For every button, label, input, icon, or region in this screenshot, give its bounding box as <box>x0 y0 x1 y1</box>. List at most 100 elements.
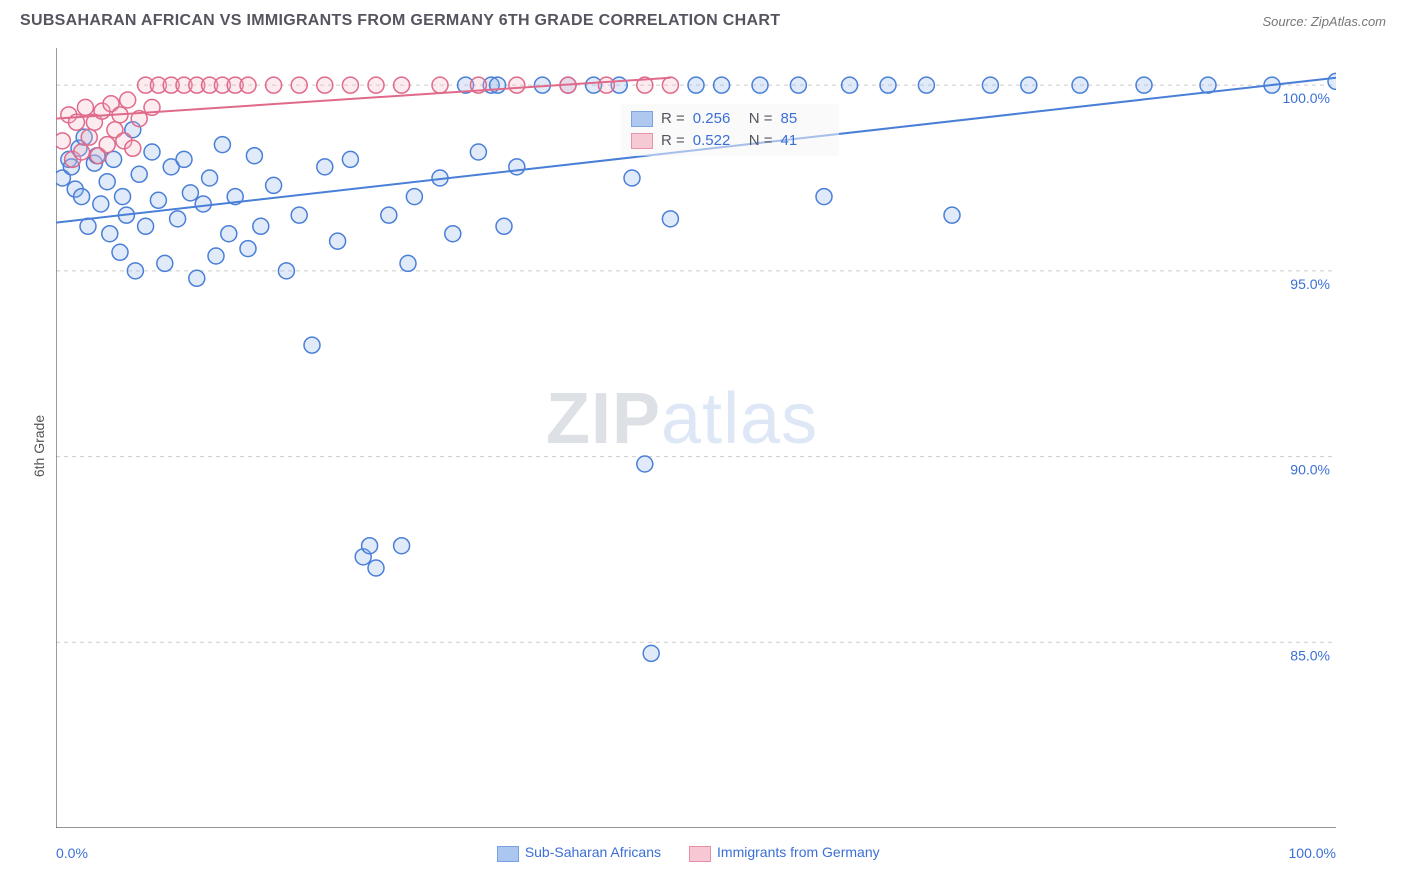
y-tick-label: 95.0% <box>1290 276 1330 292</box>
data-point-subsaharan <box>106 151 122 167</box>
data-point-subsaharan <box>246 148 262 164</box>
legend-swatch-icon <box>497 846 519 862</box>
stats-swatch-icon <box>631 133 653 149</box>
data-point-subsaharan <box>944 207 960 223</box>
stats-row-germany: R = 0.522 N = 41 <box>631 130 829 152</box>
data-point-subsaharan <box>80 218 96 234</box>
data-point-subsaharan <box>253 218 269 234</box>
data-point-subsaharan <box>157 255 173 271</box>
chart-footer: 0.0% Sub-Saharan Africans Immigrants from… <box>56 838 1336 868</box>
data-point-subsaharan <box>400 255 416 271</box>
plot-area: 85.0%90.0%95.0%100.0% ZIPatlas R =0.256N… <box>56 48 1336 828</box>
x-axis-max-label: 100.0% <box>1289 845 1336 861</box>
data-point-subsaharan <box>1072 77 1088 93</box>
data-point-germany <box>342 77 358 93</box>
data-point-germany <box>432 77 448 93</box>
data-point-germany <box>509 77 525 93</box>
data-point-subsaharan <box>208 248 224 264</box>
data-point-subsaharan <box>752 77 768 93</box>
data-point-subsaharan <box>1136 77 1152 93</box>
data-point-germany <box>99 137 115 153</box>
data-point-subsaharan <box>368 560 384 576</box>
data-point-subsaharan <box>624 170 640 186</box>
data-point-subsaharan <box>1328 73 1336 89</box>
data-point-subsaharan <box>127 263 143 279</box>
y-tick-label: 90.0% <box>1290 462 1330 478</box>
data-point-germany <box>74 144 90 160</box>
data-point-subsaharan <box>182 185 198 201</box>
data-point-germany <box>291 77 307 93</box>
chart-header: SUBSAHARAN AFRICAN VS IMMIGRANTS FROM GE… <box>20 12 1386 40</box>
data-point-subsaharan <box>93 196 109 212</box>
y-tick-label: 85.0% <box>1290 647 1330 663</box>
data-point-subsaharan <box>816 189 832 205</box>
legend: Sub-Saharan Africans Immigrants from Germ… <box>497 844 880 861</box>
data-point-subsaharan <box>195 196 211 212</box>
stats-r-value: 0.256 <box>693 108 741 130</box>
data-point-subsaharan <box>170 211 186 227</box>
data-point-germany <box>598 77 614 93</box>
data-point-subsaharan <box>496 218 512 234</box>
data-point-subsaharan <box>714 77 730 93</box>
data-point-subsaharan <box>982 77 998 93</box>
data-point-subsaharan <box>662 211 678 227</box>
data-point-subsaharan <box>1021 77 1037 93</box>
data-point-subsaharan <box>342 151 358 167</box>
data-point-subsaharan <box>509 159 525 175</box>
data-point-germany <box>368 77 384 93</box>
data-point-subsaharan <box>643 645 659 661</box>
data-point-germany <box>81 129 97 145</box>
data-point-subsaharan <box>266 177 282 193</box>
data-point-germany <box>317 77 333 93</box>
legend-label: Sub-Saharan Africans <box>525 844 661 860</box>
legend-item-germany: Immigrants from Germany <box>689 844 880 861</box>
data-point-subsaharan <box>202 170 218 186</box>
y-tick-label: 100.0% <box>1283 90 1330 106</box>
data-point-germany <box>125 140 141 156</box>
data-point-subsaharan <box>221 226 237 242</box>
data-point-subsaharan <box>362 538 378 554</box>
data-point-subsaharan <box>112 244 128 260</box>
data-point-germany <box>240 77 256 93</box>
data-point-subsaharan <box>214 137 230 153</box>
data-point-subsaharan <box>150 192 166 208</box>
data-point-subsaharan <box>304 337 320 353</box>
stats-n-value: 85 <box>781 108 829 130</box>
chart-source: Source: ZipAtlas.com <box>1262 14 1386 29</box>
data-point-germany <box>77 99 93 115</box>
chart-title: SUBSAHARAN AFRICAN VS IMMIGRANTS FROM GE… <box>20 12 780 29</box>
data-point-subsaharan <box>189 270 205 286</box>
y-axis-label: 6th Grade <box>31 415 47 477</box>
data-point-subsaharan <box>176 151 192 167</box>
stats-r-label: R = <box>661 108 685 130</box>
data-point-subsaharan <box>918 77 934 93</box>
data-point-subsaharan <box>688 77 704 93</box>
x-axis-min-label: 0.0% <box>56 845 88 861</box>
data-point-germany <box>266 77 282 93</box>
data-point-subsaharan <box>406 189 422 205</box>
data-point-subsaharan <box>880 77 896 93</box>
stats-row-subsaharan: R = 0.256 N = 85 <box>631 108 829 130</box>
data-point-subsaharan <box>470 144 486 160</box>
data-point-subsaharan <box>842 77 858 93</box>
data-point-subsaharan <box>381 207 397 223</box>
data-point-subsaharan <box>138 218 154 234</box>
data-point-subsaharan <box>317 159 333 175</box>
data-point-subsaharan <box>394 538 410 554</box>
data-point-subsaharan <box>99 174 115 190</box>
stats-r-value: 0.522 <box>693 130 741 152</box>
data-point-subsaharan <box>74 189 90 205</box>
data-point-subsaharan <box>490 77 506 93</box>
data-point-subsaharan <box>144 144 160 160</box>
data-point-germany <box>120 92 136 108</box>
stats-r-label: R = <box>661 130 685 152</box>
data-point-germany <box>662 77 678 93</box>
stats-n-label: N = <box>749 108 773 130</box>
data-point-subsaharan <box>278 263 294 279</box>
stats-swatch-icon <box>631 111 653 127</box>
data-point-subsaharan <box>291 207 307 223</box>
stats-n-label: N = <box>749 130 773 152</box>
stats-n-value: 41 <box>781 130 829 152</box>
data-point-subsaharan <box>790 77 806 93</box>
data-point-subsaharan <box>115 189 131 205</box>
